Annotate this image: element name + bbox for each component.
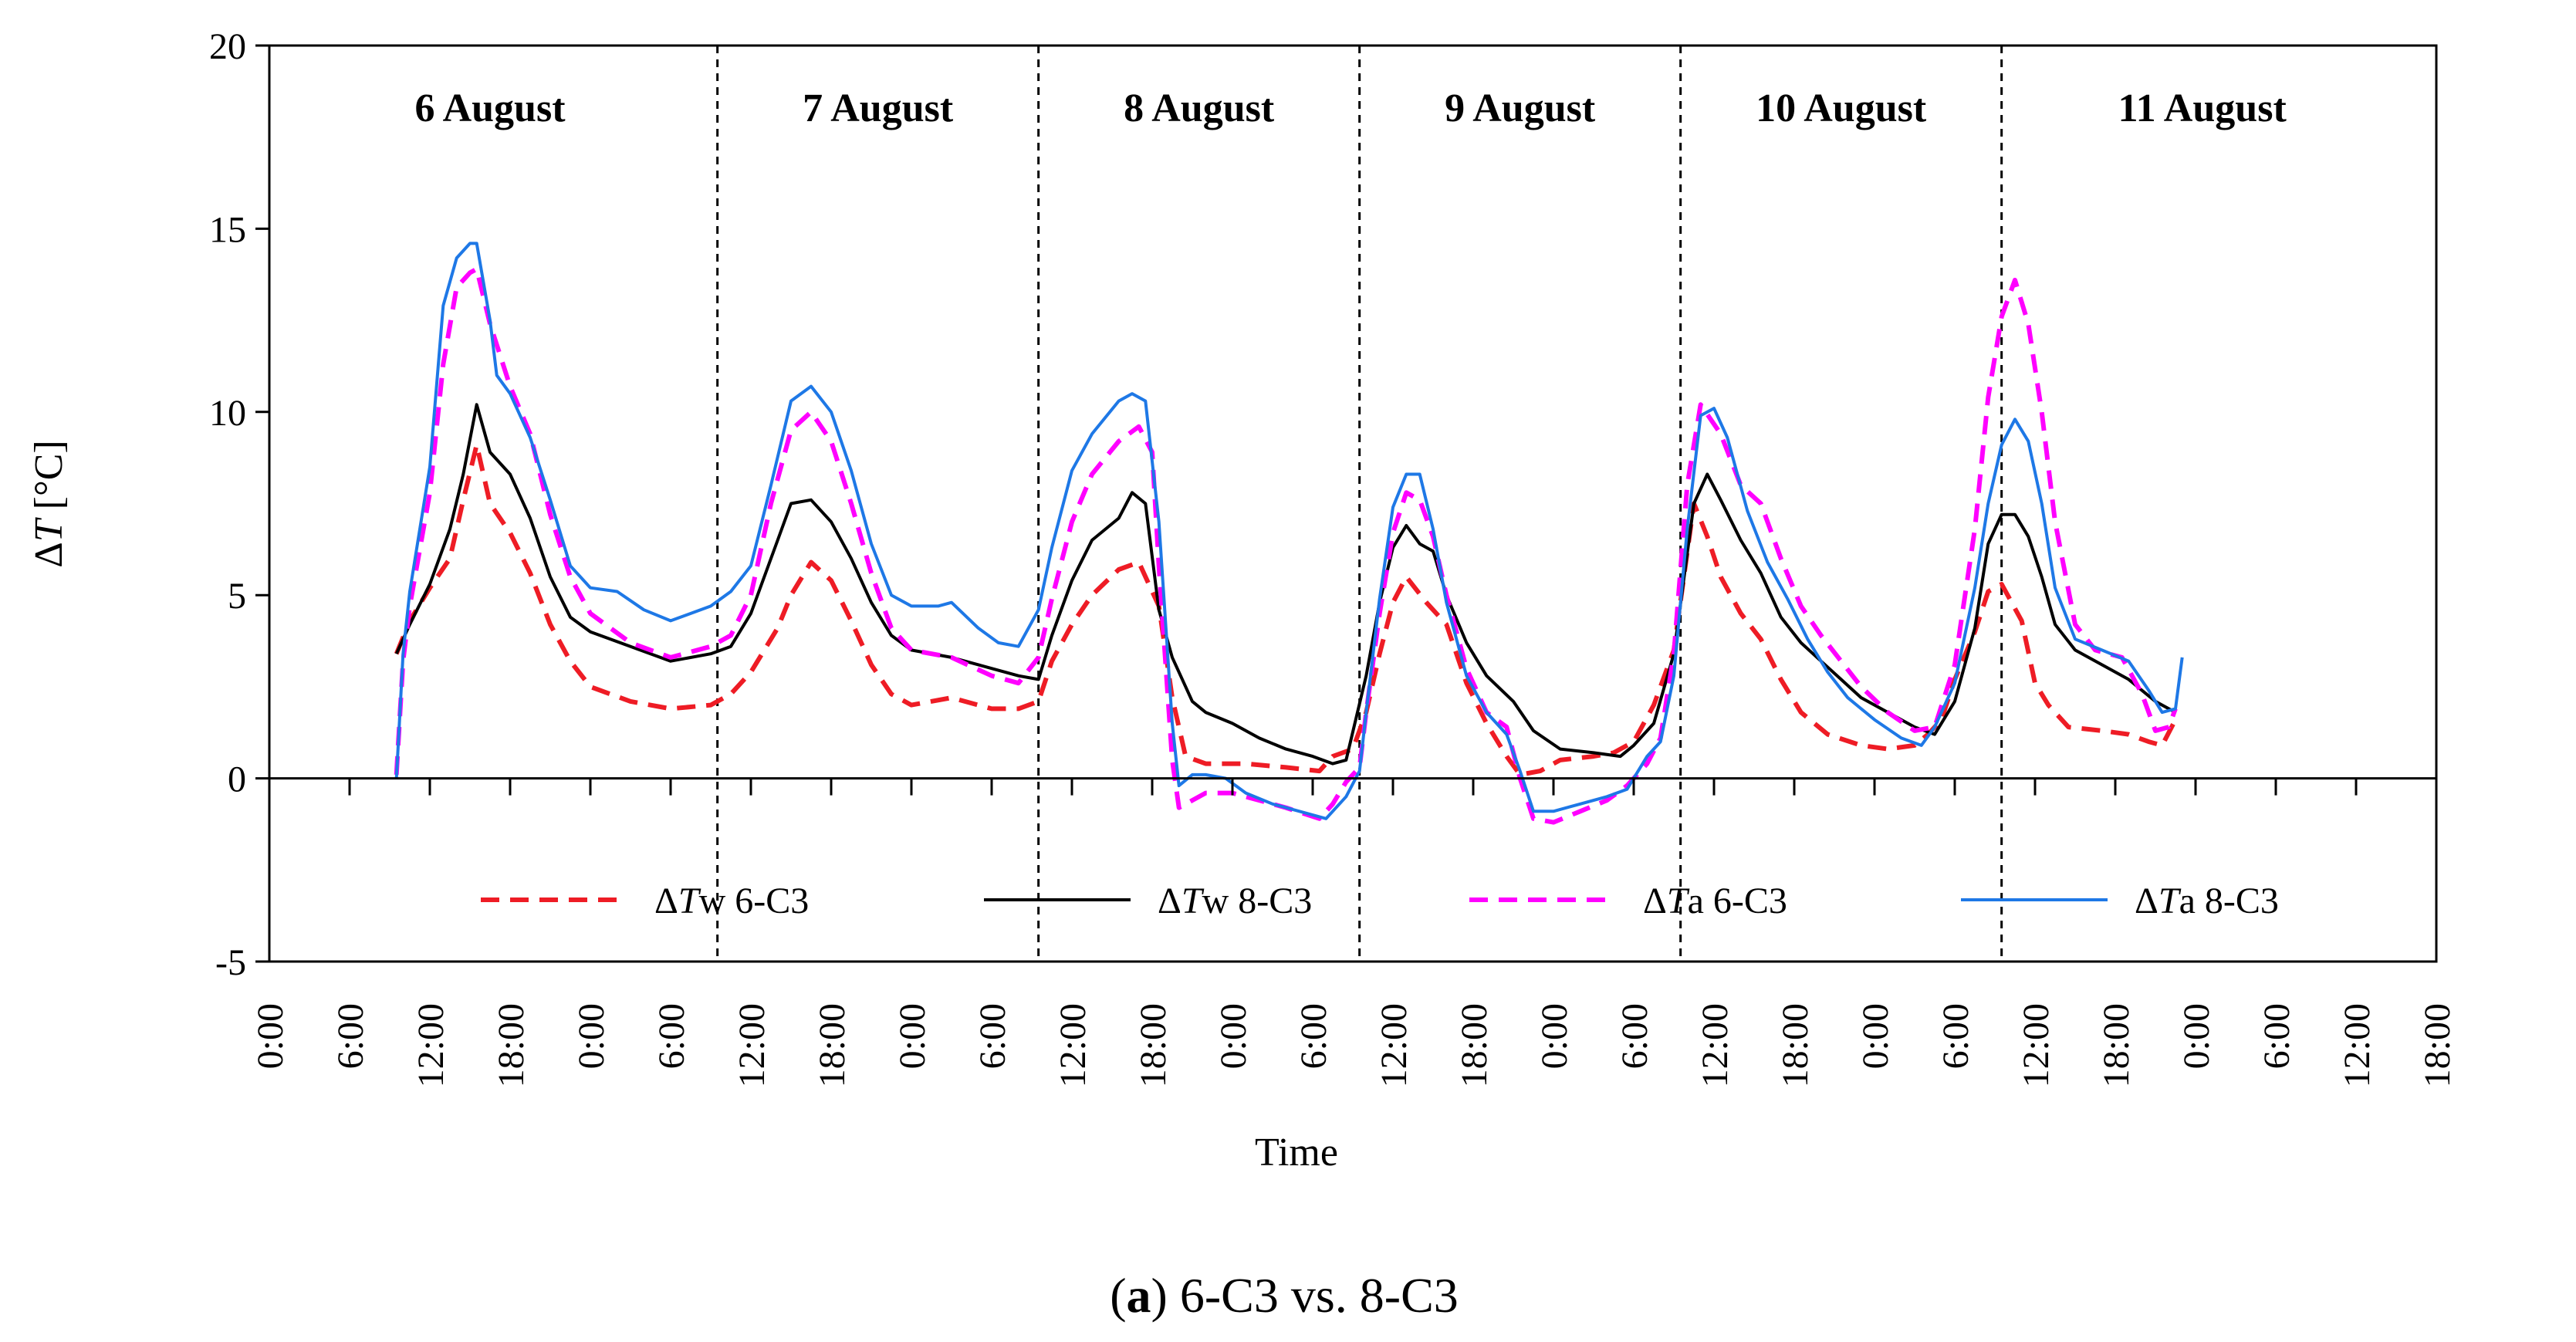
x-tick-label: 12:00 [411, 1003, 451, 1087]
y-tick-label: 0 [228, 759, 246, 800]
x-tick-label: 12:00 [1374, 1003, 1415, 1087]
x-tick-label: 0:00 [1534, 1003, 1575, 1069]
x-tick-label: 6:00 [972, 1003, 1013, 1069]
day-label: 8 August [1124, 86, 1275, 130]
x-tick-label: 0:00 [250, 1003, 291, 1069]
x-tick-label: 0:00 [2176, 1003, 2217, 1069]
x-tick-label: 6:00 [330, 1003, 371, 1069]
x-tick-label: 12:00 [732, 1003, 772, 1087]
y-tick-label: 15 [209, 209, 246, 250]
plot-area-frame [268, 44, 2438, 963]
x-tick-label: 18:00 [1775, 1003, 1816, 1087]
legend-label: ΔTa 8-C3 [2135, 881, 2279, 921]
legend-label: ΔTw 6-C3 [654, 881, 809, 921]
y-axis-title: ΔT [°C] [27, 440, 71, 568]
legend-label: ΔTa 6-C3 [1643, 881, 1787, 921]
day-label: 11 August [2118, 86, 2287, 130]
x-tick-label: 0:00 [1855, 1003, 1896, 1069]
x-tick-label: 0:00 [892, 1003, 933, 1069]
x-axis-title: Time [1255, 1131, 1338, 1175]
day-label: 7 August [803, 86, 954, 130]
figure-caption: (a) 6-C3 vs. 8-C3 [1110, 1268, 1459, 1323]
series-line [394, 266, 2178, 825]
x-tick-label: 6:00 [2257, 1003, 2297, 1069]
x-tick-label: 18:00 [2096, 1003, 2137, 1087]
x-tick-label: 18:00 [491, 1003, 532, 1087]
x-tick-label: 6:00 [651, 1003, 692, 1069]
day-label: 9 August [1445, 86, 1596, 130]
x-tick-label: 12:00 [1695, 1003, 1736, 1087]
x-tick-label: 18:00 [1133, 1003, 1174, 1087]
legend-label: ΔTw 8-C3 [1158, 881, 1312, 921]
y-tick-label: 5 [228, 576, 246, 617]
y-tick-label: 20 [209, 26, 246, 67]
x-tick-label: 18:00 [812, 1003, 853, 1087]
x-tick-label: 0:00 [1213, 1003, 1254, 1069]
x-tick-label: 18:00 [2417, 1003, 2458, 1087]
y-tick-label: -5 [215, 942, 246, 983]
series-line [394, 242, 2184, 820]
x-tick-label: 12:00 [2337, 1003, 2378, 1087]
x-tick-label: 0:00 [571, 1003, 612, 1069]
series-line [394, 442, 2178, 777]
x-tick-label: 12:00 [1053, 1003, 1094, 1087]
x-tick-label: 6:00 [1614, 1003, 1655, 1069]
day-label: 10 August [1756, 86, 1927, 130]
x-tick-label: 6:00 [1293, 1003, 1334, 1069]
day-label: 6 August [414, 86, 566, 130]
x-tick-label: 12:00 [2016, 1003, 2057, 1087]
x-tick-label: 18:00 [1454, 1003, 1495, 1087]
x-tick-label: 6:00 [1935, 1003, 1976, 1069]
y-tick-label: 10 [209, 393, 246, 434]
